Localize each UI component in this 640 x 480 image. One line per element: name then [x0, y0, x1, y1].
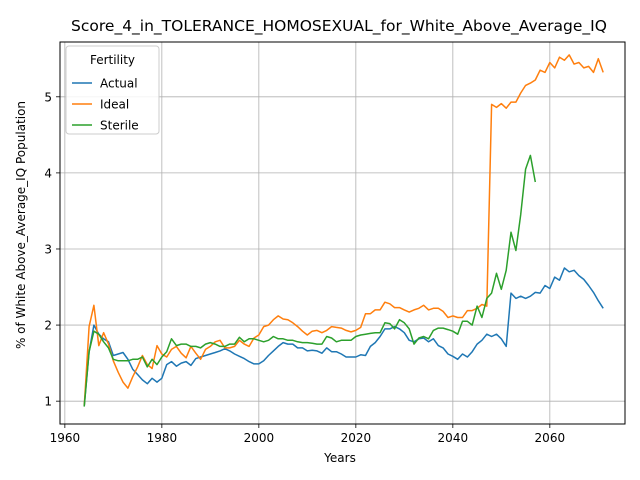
y-tick-label: 2: [44, 319, 52, 333]
y-tick-label: 4: [44, 166, 52, 180]
chart-title: Score_4_in_TOLERANCE_HOMOSEXUAL_for_Whit…: [71, 17, 607, 36]
legend-label-actual: Actual: [100, 77, 138, 91]
y-tick-label: 1: [44, 395, 52, 409]
x-axis-label: Years: [323, 451, 356, 465]
legend-title: Fertility: [90, 53, 135, 67]
y-tick-label: 3: [44, 242, 52, 256]
series-lines: [83, 54, 604, 407]
series-line-sterile: [83, 154, 537, 407]
x-tick-label: 2060: [535, 431, 566, 445]
y-tick-label: 5: [44, 90, 52, 104]
legend-label-ideal: Ideal: [100, 98, 129, 112]
legend: Fertility Actual Ideal Sterile: [65, 45, 160, 135]
plot-area-frame: [59, 41, 626, 425]
x-tick-label: 2040: [438, 431, 469, 445]
axis-ticks: 1960 1980 2000 2020 2040 2060 1 2 3 4 5: [44, 90, 565, 445]
x-tick-label: 1980: [147, 431, 178, 445]
x-tick-label: 2000: [244, 431, 275, 445]
series-line-ideal: [83, 54, 604, 407]
x-tick-label: 2020: [341, 431, 372, 445]
series-line-actual: [83, 267, 604, 407]
legend-box: [65, 45, 160, 135]
legend-label-sterile: Sterile: [100, 119, 139, 133]
y-axis-label: % of White Above_Average_IQ Population: [14, 101, 28, 349]
x-tick-label: 1960: [50, 431, 81, 445]
grid-lines: [60, 42, 625, 424]
